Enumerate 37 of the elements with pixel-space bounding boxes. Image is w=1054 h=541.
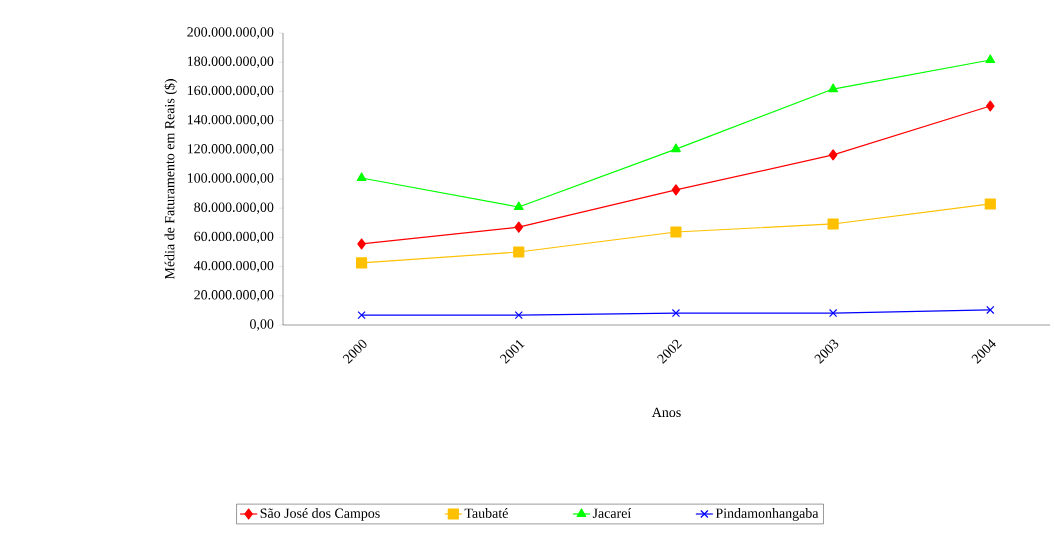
y-tick-label: 140.000.000,00 <box>187 114 274 127</box>
point <box>828 149 838 161</box>
legend-label: Taubaté <box>464 508 508 518</box>
point <box>357 238 366 250</box>
y-tick-label: 20.000.000,00 <box>194 290 274 302</box>
point <box>827 218 839 230</box>
point <box>513 246 525 258</box>
point <box>828 308 838 318</box>
point <box>356 257 368 269</box>
point <box>357 310 366 320</box>
y-tick-label: 200.000.000,00 <box>187 27 274 39</box>
point <box>671 308 681 318</box>
point <box>356 172 367 182</box>
point <box>514 221 524 233</box>
point <box>986 305 995 315</box>
legend-label: Jacareí <box>592 508 632 518</box>
y-axis-title: Média de Faturamento em Reais ($) <box>164 79 178 280</box>
point <box>985 100 995 112</box>
x-axis-title: Anos <box>651 407 681 418</box>
point <box>671 184 681 196</box>
legend-label: Pindamonhangaba <box>715 508 819 521</box>
point <box>984 198 996 210</box>
point <box>985 54 996 64</box>
y-tick-label: 120.000.000,00 <box>187 144 274 156</box>
y-tick-label: 100.000.000,00 <box>187 173 274 185</box>
point <box>514 310 523 320</box>
legend-label: São José dos Campos <box>260 508 380 521</box>
point <box>828 83 839 93</box>
point <box>671 143 681 153</box>
y-tick-label: 80.000.000,00 <box>194 202 274 214</box>
y-tick-label: 180.000.000,00 <box>187 56 274 68</box>
point <box>670 226 682 238</box>
point <box>513 201 524 211</box>
y-tick-label: 0,00 <box>250 319 274 331</box>
y-tick-label: 160.000.000,00 <box>187 85 274 98</box>
y-tick-label: 40.000.000,00 <box>193 260 274 273</box>
y-tick-label: 60.000.000,00 <box>194 231 274 244</box>
